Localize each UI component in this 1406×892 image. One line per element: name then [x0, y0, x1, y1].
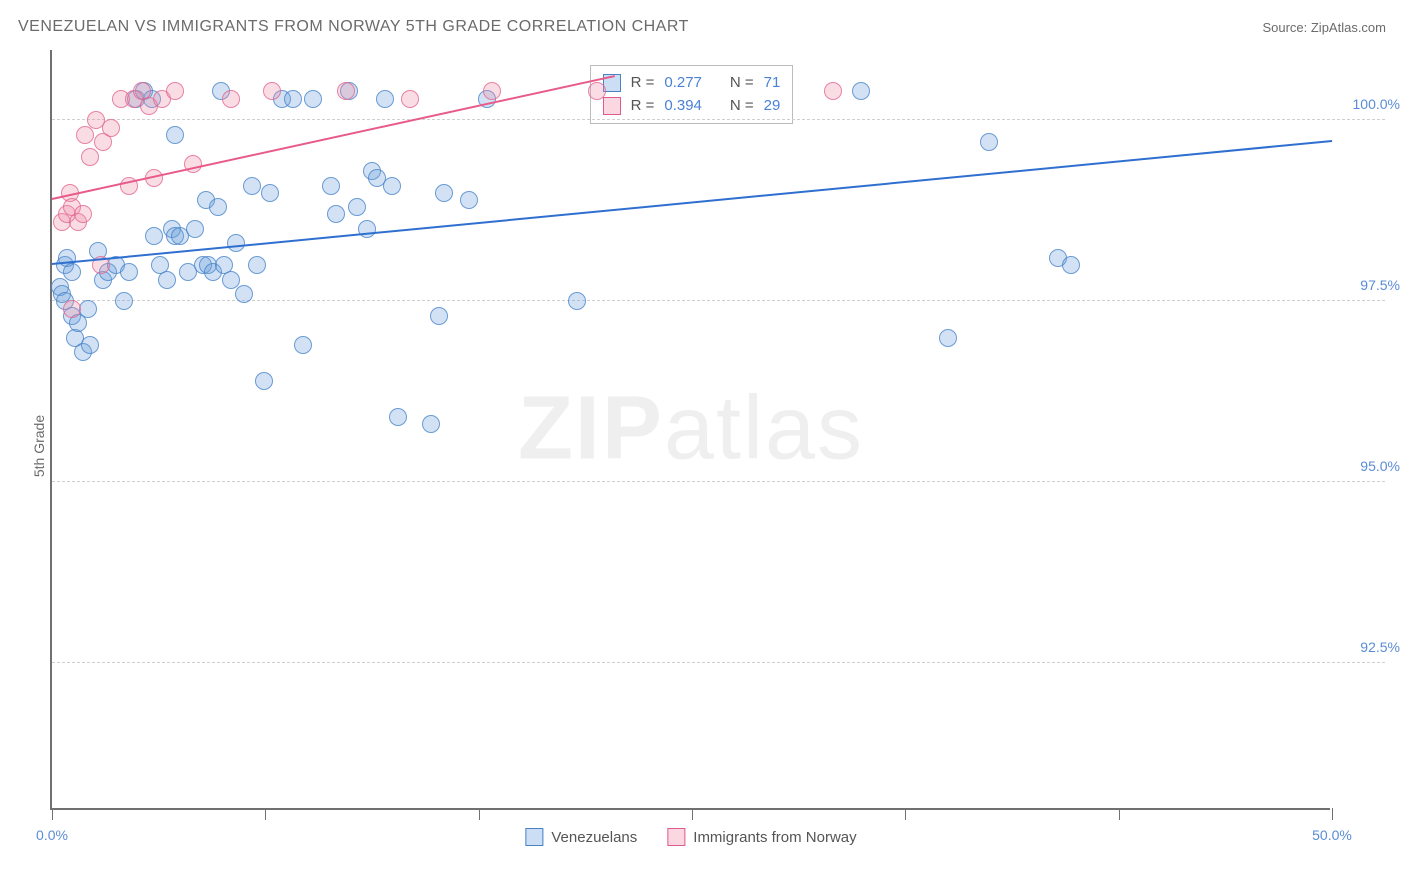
correlation-stats-box: R = 0.277 N = 71 R = 0.394 N = 29	[590, 65, 794, 124]
data-point	[209, 198, 227, 216]
source-attribution: Source: ZipAtlas.com	[1262, 20, 1386, 35]
data-point	[81, 148, 99, 166]
watermark-light: atlas	[664, 379, 864, 479]
y-tick-label: 100.0%	[1340, 96, 1400, 112]
legend-label: Venezuelans	[551, 829, 637, 846]
stat-label: N =	[730, 95, 754, 118]
watermark: ZIPatlas	[518, 378, 864, 481]
watermark-bold: ZIP	[518, 379, 664, 479]
data-point	[222, 90, 240, 108]
stats-row: R = 0.277 N = 71	[603, 72, 781, 95]
x-tick	[1119, 808, 1120, 820]
data-point	[79, 300, 97, 318]
data-point	[422, 415, 440, 433]
legend-item: Venezuelans	[525, 828, 637, 846]
data-point	[235, 285, 253, 303]
data-point	[263, 82, 281, 100]
gridline	[52, 481, 1385, 482]
data-point	[430, 307, 448, 325]
data-point	[294, 336, 312, 354]
data-point	[166, 82, 184, 100]
source-link[interactable]: ZipAtlas.com	[1311, 20, 1386, 35]
x-tick-label: 50.0%	[1312, 827, 1352, 843]
data-point	[158, 271, 176, 289]
data-point	[63, 263, 81, 281]
y-tick-label: 92.5%	[1340, 639, 1400, 655]
data-point	[460, 191, 478, 209]
stat-label: R =	[631, 72, 655, 95]
data-point	[568, 292, 586, 310]
data-point	[1062, 256, 1080, 274]
legend-swatch	[525, 828, 543, 846]
data-point	[115, 292, 133, 310]
data-point	[327, 205, 345, 223]
data-point	[401, 90, 419, 108]
x-tick	[479, 808, 480, 820]
y-axis-label: 5th Grade	[31, 415, 47, 477]
data-point	[337, 82, 355, 100]
data-point	[588, 82, 606, 100]
data-point	[63, 300, 81, 318]
data-point	[483, 82, 501, 100]
data-point	[348, 198, 366, 216]
x-tick-label: 0.0%	[36, 827, 68, 843]
data-point	[939, 329, 957, 347]
x-tick	[265, 808, 266, 820]
n-value: 71	[764, 72, 781, 95]
data-point	[74, 205, 92, 223]
data-point	[227, 234, 245, 252]
data-point	[389, 408, 407, 426]
data-point	[255, 372, 273, 390]
scatter-plot-area: ZIPatlas R =0.277N =71R =0.394N =29 Vene…	[50, 50, 1330, 810]
data-point	[145, 227, 163, 245]
x-tick	[905, 808, 906, 820]
data-point	[186, 220, 204, 238]
chart-title: VENEZUELAN VS IMMIGRANTS FROM NORWAY 5TH…	[18, 18, 689, 36]
x-tick	[52, 808, 53, 820]
data-point	[222, 271, 240, 289]
stat-label: R =	[631, 95, 655, 118]
source-prefix: Source:	[1262, 20, 1310, 35]
data-point	[81, 336, 99, 354]
data-point	[102, 119, 120, 137]
data-point	[383, 177, 401, 195]
gridline	[52, 662, 1385, 663]
legend: Venezuelans Immigrants from Norway	[525, 828, 856, 846]
stats-row: R = 0.394 N = 29	[603, 95, 781, 118]
gridline	[52, 300, 1385, 301]
y-tick-label: 95.0%	[1340, 458, 1400, 474]
data-point	[824, 82, 842, 100]
legend-swatch	[667, 828, 685, 846]
data-point	[376, 90, 394, 108]
gridline	[52, 119, 1385, 120]
x-tick	[1332, 808, 1333, 820]
y-tick-label: 97.5%	[1340, 277, 1400, 293]
r-value: 0.394	[664, 95, 702, 118]
data-point	[243, 177, 261, 195]
data-point	[435, 184, 453, 202]
trend-line	[52, 140, 1332, 265]
data-point	[852, 82, 870, 100]
data-point	[166, 126, 184, 144]
data-point	[120, 263, 138, 281]
data-point	[248, 256, 266, 274]
data-point	[980, 133, 998, 151]
legend-item: Immigrants from Norway	[667, 828, 856, 846]
data-point	[304, 90, 322, 108]
data-point	[261, 184, 279, 202]
r-value: 0.277	[664, 72, 702, 95]
legend-label: Immigrants from Norway	[693, 829, 856, 846]
data-point	[284, 90, 302, 108]
n-value: 29	[764, 95, 781, 118]
x-tick	[692, 808, 693, 820]
stat-label: N =	[730, 72, 754, 95]
legend-swatch	[603, 97, 621, 115]
data-point	[322, 177, 340, 195]
